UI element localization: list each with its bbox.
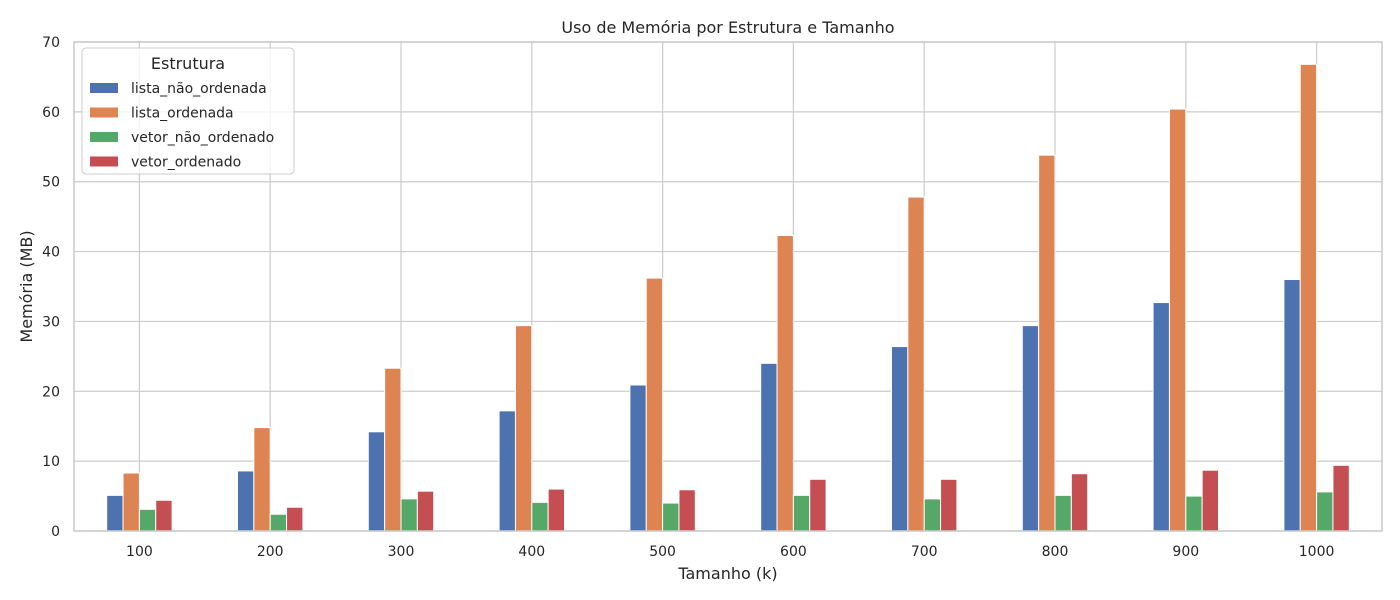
y-tick-label: 0 <box>51 524 60 540</box>
legend-label: vetor_não_ordenado <box>131 130 274 146</box>
bar <box>1054 494 1072 532</box>
bar <box>907 196 925 532</box>
y-tick-label: 40 <box>42 245 60 261</box>
legend-box <box>81 47 295 175</box>
bar <box>809 478 827 532</box>
bar <box>106 494 124 532</box>
x-tick-label: 300 <box>388 544 415 560</box>
bar <box>253 427 271 532</box>
bar <box>645 277 664 532</box>
bar <box>760 362 778 532</box>
bar <box>1283 279 1301 532</box>
legend-label: vetor_ordenado <box>131 155 241 171</box>
bar <box>367 431 386 532</box>
y-tick-label: 30 <box>42 314 60 330</box>
bar <box>384 367 402 532</box>
bar <box>531 501 549 532</box>
chart-title: Uso de Memória por Estrutura e Tamanho <box>561 18 894 37</box>
bar <box>891 346 909 532</box>
y-tick-label: 50 <box>42 175 60 191</box>
bar <box>776 235 794 532</box>
legend-swatch <box>90 83 118 93</box>
legend-label: lista_ordenada <box>131 106 234 122</box>
bar <box>237 470 255 532</box>
bar <box>678 489 696 532</box>
bar <box>1070 473 1089 532</box>
legend-label: lista_não_ordenada <box>131 81 267 97</box>
x-tick-label: 600 <box>780 544 807 560</box>
bar <box>286 506 304 532</box>
y-tick-label: 20 <box>42 384 60 400</box>
bar <box>1152 302 1170 532</box>
legend-swatch <box>90 156 118 167</box>
x-axis-label: Tamanho (k) <box>677 564 777 583</box>
x-tick-label: 400 <box>518 544 545 560</box>
bar <box>940 478 958 532</box>
bar <box>1021 325 1040 532</box>
bar <box>155 499 173 532</box>
bar <box>400 498 418 532</box>
tick-labels: 0 10 20 30 40 50 60 70 100 200 300 400 500 600 700 800 9… <box>42 35 1334 560</box>
legend-swatch <box>90 132 118 142</box>
bar <box>1299 63 1318 532</box>
bar <box>269 513 288 532</box>
bar <box>514 325 533 532</box>
x-tick-label: 900 <box>1172 544 1199 560</box>
legend-title: Estrutura <box>151 54 225 73</box>
x-tick-label: 800 <box>1042 544 1069 560</box>
bar <box>629 384 647 532</box>
bar <box>1332 464 1350 532</box>
legend: Estrutura lista_não_ordenada lista_ordena… <box>81 47 295 175</box>
legend-swatch <box>90 107 118 118</box>
bar <box>1038 154 1056 532</box>
bar <box>1201 469 1220 532</box>
bar <box>1316 491 1334 532</box>
x-tick-label: 1000 <box>1299 544 1335 560</box>
x-tick-label: 100 <box>126 544 153 560</box>
x-tick-label: 500 <box>649 544 676 560</box>
bar <box>662 502 680 532</box>
y-tick-label: 10 <box>42 454 60 470</box>
y-axis-label: Memória (MB) <box>17 230 36 342</box>
plot-frame <box>73 41 1383 532</box>
y-tick-label: 60 <box>42 105 60 121</box>
bar <box>1168 108 1187 532</box>
bar <box>923 498 942 532</box>
bar <box>1185 495 1203 532</box>
bar <box>547 488 566 532</box>
bar <box>416 490 435 532</box>
y-tick-label: 70 <box>42 35 60 51</box>
bar <box>498 410 516 532</box>
x-tick-label: 200 <box>257 544 284 560</box>
bar <box>122 472 140 532</box>
x-tick-label: 700 <box>911 544 938 560</box>
bar <box>138 508 157 532</box>
bar <box>792 494 811 532</box>
